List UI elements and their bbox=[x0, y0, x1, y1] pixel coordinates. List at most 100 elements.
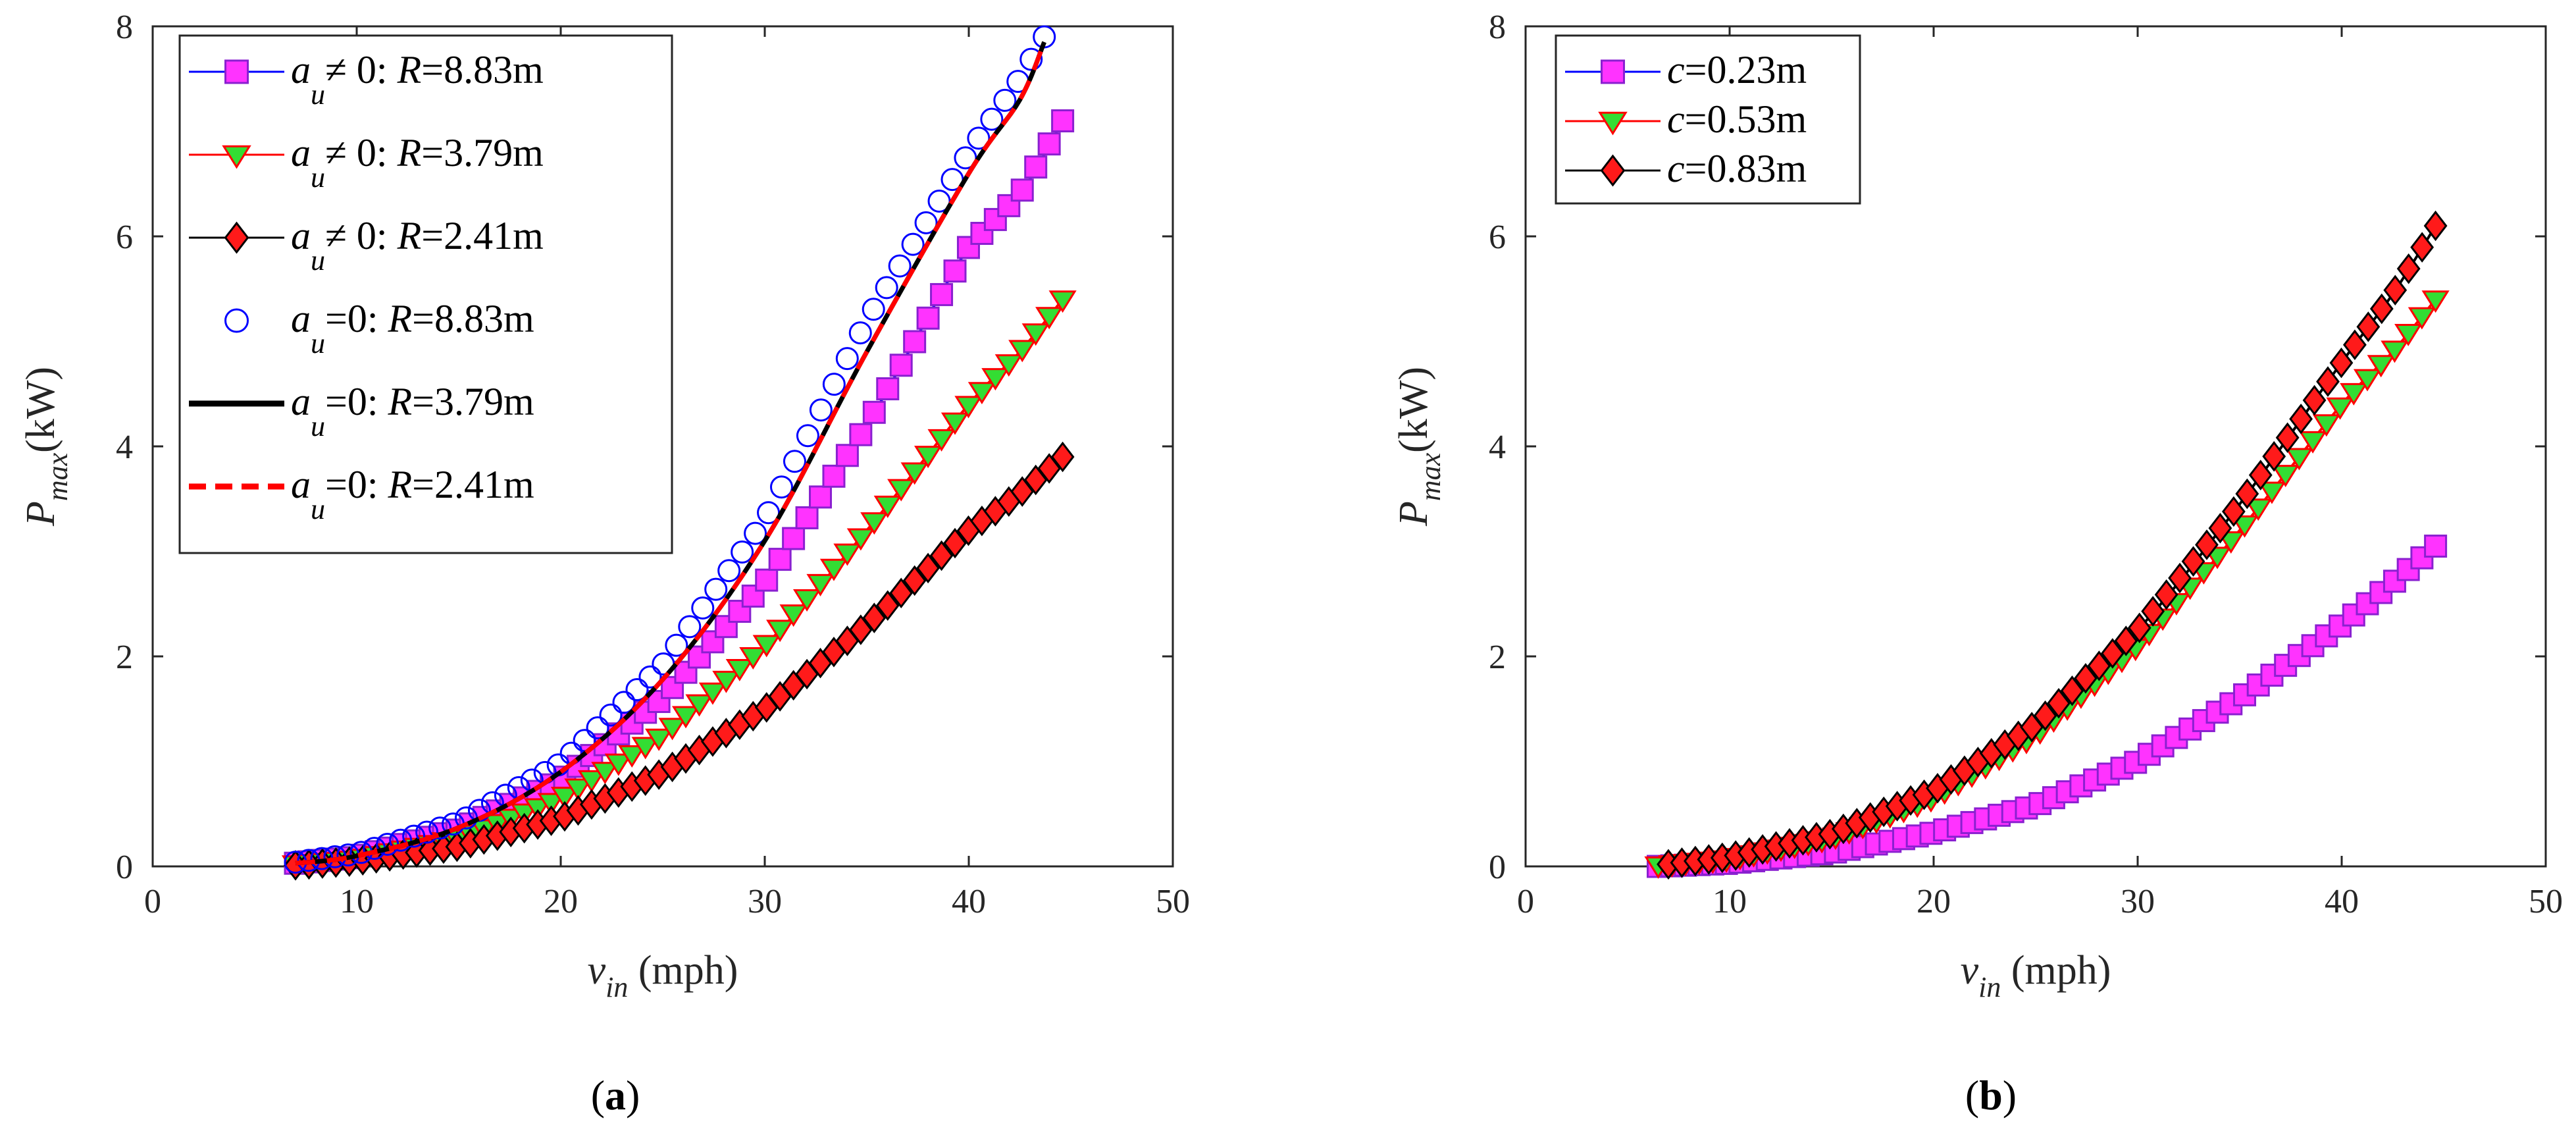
y-tick-label: 0 bbox=[116, 849, 133, 886]
series-4 bbox=[284, 25, 1056, 874]
x-tick-label: 10 bbox=[340, 883, 374, 920]
series-marker bbox=[1023, 464, 1048, 496]
series-marker bbox=[796, 424, 819, 448]
series-marker bbox=[2100, 638, 2125, 669]
series-marker bbox=[604, 753, 632, 776]
series-marker bbox=[1010, 476, 1035, 507]
series-marker bbox=[1010, 178, 1034, 202]
legend-marker-sample bbox=[1600, 154, 1626, 187]
series-marker bbox=[1021, 323, 1050, 346]
series-marker bbox=[1019, 47, 1043, 71]
series-marker bbox=[809, 398, 833, 422]
series-marker bbox=[819, 558, 848, 581]
series-marker bbox=[875, 276, 898, 300]
series-marker bbox=[2353, 369, 2382, 392]
series-3 bbox=[1657, 210, 2448, 880]
series-marker bbox=[2329, 347, 2354, 379]
series-marker bbox=[916, 306, 940, 330]
series-marker bbox=[537, 793, 565, 816]
series-marker bbox=[2208, 512, 2232, 544]
series-marker bbox=[900, 462, 929, 485]
series-marker bbox=[2114, 625, 2138, 656]
series-marker bbox=[943, 527, 967, 559]
series-marker bbox=[2248, 460, 2273, 490]
series-marker bbox=[1037, 453, 1062, 484]
series-marker bbox=[981, 368, 1010, 391]
series-marker bbox=[862, 602, 887, 633]
y-tick-label: 8 bbox=[1489, 9, 1506, 46]
series-marker bbox=[980, 107, 1004, 131]
series-marker bbox=[2230, 515, 2259, 538]
x-tick-label: 20 bbox=[1917, 883, 1951, 920]
series-marker bbox=[835, 347, 859, 371]
series-marker bbox=[2381, 340, 2409, 363]
panel-a-chart: 0 10 20 30 40 50 0 2 4 6 8 vin (mph) Pmax(kW) au≠ 0: … bbox=[18, 9, 1190, 1003]
series-marker bbox=[862, 400, 886, 424]
series-marker bbox=[770, 475, 794, 499]
series-marker bbox=[2340, 383, 2368, 406]
legend-entry-label: au≠ 0: R=8.83m bbox=[291, 48, 544, 111]
series-marker bbox=[993, 88, 1017, 112]
x-axis-label: vin (mph) bbox=[1961, 948, 2111, 1003]
panel-a-label: (a) bbox=[591, 1072, 640, 1119]
series-marker bbox=[782, 527, 806, 550]
series-marker bbox=[848, 321, 872, 345]
series-marker bbox=[1035, 307, 1064, 330]
y-axis-label: Pmax(kW) bbox=[1391, 367, 1447, 527]
series-marker bbox=[2424, 535, 2448, 558]
x-tick-label: 0 bbox=[1517, 883, 1534, 920]
x-tick-label: 30 bbox=[2121, 883, 2155, 920]
series-marker bbox=[2181, 546, 2205, 577]
series-marker bbox=[2154, 579, 2178, 610]
series-marker bbox=[888, 254, 912, 278]
series-marker bbox=[887, 479, 915, 502]
series-marker bbox=[2356, 311, 2381, 342]
legend-marker-sample bbox=[1601, 59, 1625, 84]
series-marker bbox=[631, 737, 659, 760]
series-marker bbox=[916, 552, 940, 584]
series-marker bbox=[2275, 422, 2300, 454]
series-marker bbox=[2195, 529, 2219, 560]
series-marker bbox=[967, 382, 996, 405]
series-marker bbox=[902, 565, 927, 596]
series-marker bbox=[612, 691, 636, 714]
series-marker bbox=[2408, 307, 2436, 330]
series-marker bbox=[954, 396, 983, 419]
panel-b-chart: 0 10 20 30 40 50 0 2 4 6 8 vin (mph) Pmax(kW) c=0.23m… bbox=[1391, 9, 2563, 1003]
y-tick-label: 4 bbox=[116, 429, 133, 466]
y-tick-label: 2 bbox=[1489, 639, 1506, 676]
series-marker bbox=[927, 429, 956, 452]
series-marker bbox=[903, 330, 927, 354]
series-marker bbox=[2285, 448, 2313, 471]
series-marker bbox=[2421, 290, 2450, 313]
series-marker bbox=[698, 682, 727, 705]
series-marker bbox=[1048, 290, 1077, 313]
series-marker bbox=[889, 577, 914, 609]
series-marker bbox=[638, 665, 662, 689]
series-marker bbox=[766, 620, 794, 643]
series-marker bbox=[2299, 431, 2327, 454]
series-marker bbox=[849, 423, 873, 446]
series-marker bbox=[577, 770, 605, 793]
y-tick-label: 2 bbox=[116, 639, 133, 676]
legend-entry-label: au=0: R=8.83m bbox=[291, 297, 534, 359]
series-marker bbox=[691, 596, 715, 620]
series-marker bbox=[822, 464, 846, 488]
series-marker bbox=[1051, 109, 1075, 133]
series-marker bbox=[2394, 323, 2423, 346]
series-marker bbox=[889, 354, 913, 377]
legend-marker-sample bbox=[224, 308, 249, 333]
y-tick-label: 4 bbox=[1489, 429, 1506, 466]
series-marker bbox=[930, 282, 954, 306]
series-marker bbox=[943, 259, 967, 283]
series-marker bbox=[876, 377, 900, 401]
legend-marker-sample bbox=[224, 221, 249, 254]
y-tick-label: 6 bbox=[116, 219, 133, 256]
series-line bbox=[295, 41, 1046, 866]
panel-b-label: (b) bbox=[1965, 1072, 2017, 1119]
legend-entry-label: c=0.83m bbox=[1667, 147, 1807, 190]
x-tick-label: 40 bbox=[2325, 883, 2359, 920]
legend-marker-sample bbox=[1598, 111, 1628, 136]
series-marker bbox=[2235, 478, 2259, 510]
series-marker bbox=[768, 548, 792, 571]
